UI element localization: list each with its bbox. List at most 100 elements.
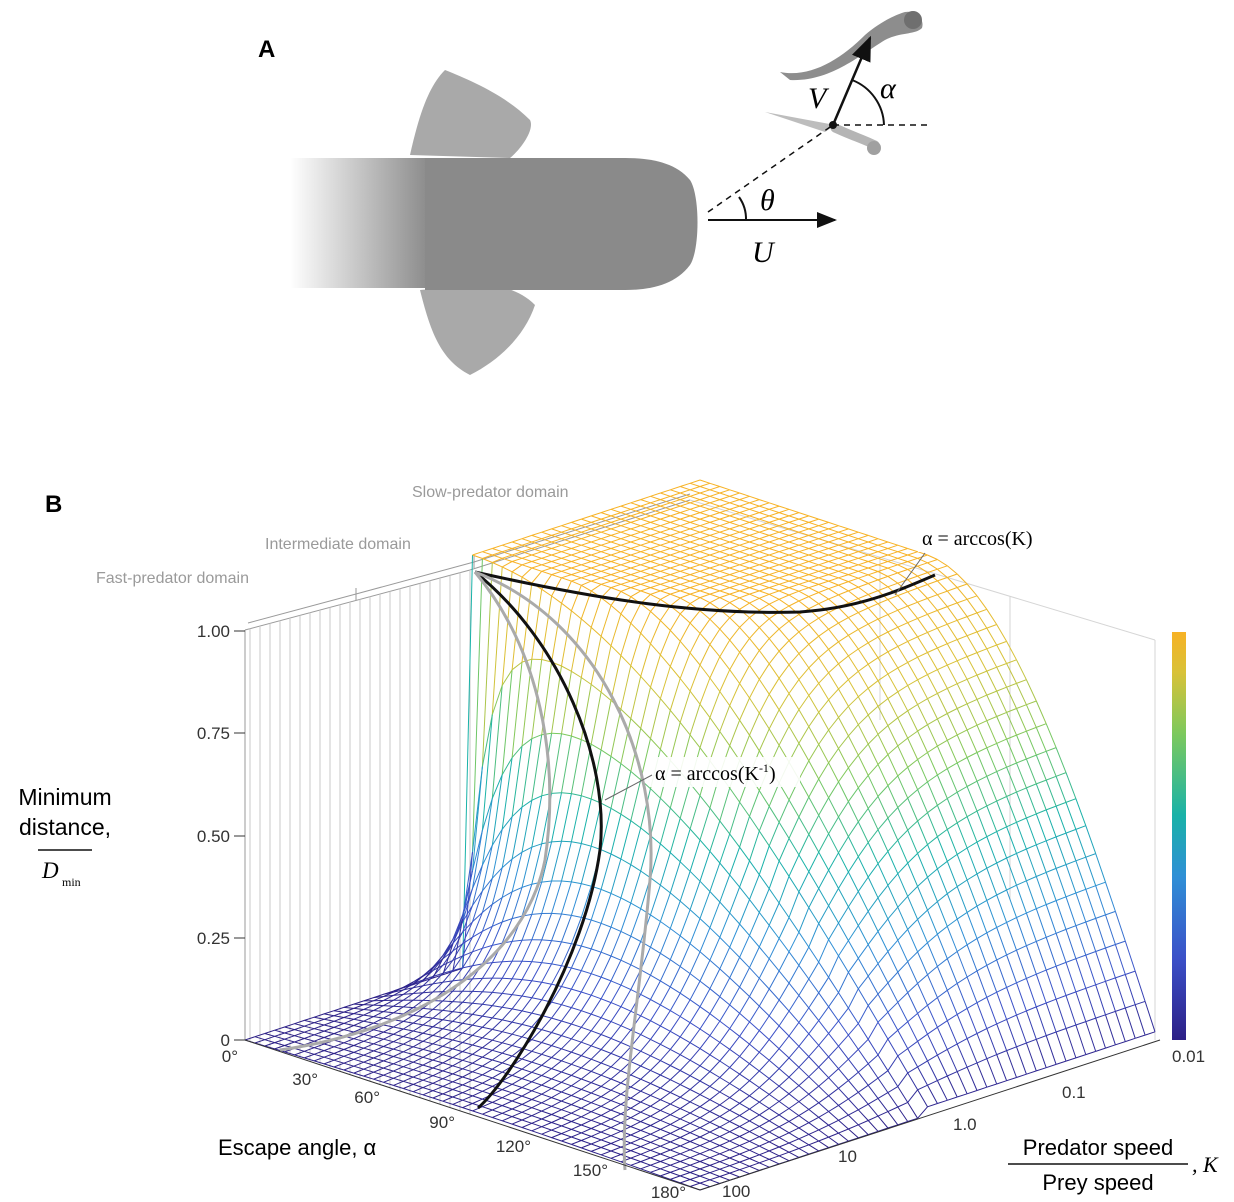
mesh-line-alpha	[393, 1006, 404, 1014]
mesh-line-k	[867, 583, 879, 592]
mesh-line-k	[531, 548, 542, 553]
mesh-line-alpha	[679, 973, 691, 994]
mesh-line-alpha	[788, 653, 800, 666]
mesh-line-alpha	[1006, 917, 1017, 923]
mesh-line-k	[571, 1128, 582, 1134]
mesh-line-k	[254, 1036, 265, 1041]
mesh-line-k	[571, 541, 582, 546]
mesh-line-k	[600, 583, 612, 589]
mesh-line-k	[512, 994, 523, 997]
mesh-line-k	[669, 666, 681, 679]
mesh-line-k	[1095, 984, 1106, 1015]
mesh-line-alpha	[966, 1002, 978, 1009]
mesh-line-alpha	[551, 577, 562, 597]
mesh-line-alpha	[947, 982, 958, 991]
mesh-line-alpha	[432, 1028, 444, 1036]
mesh-line-alpha	[897, 1101, 908, 1108]
mesh-line-k	[719, 1136, 730, 1142]
mesh-line-alpha	[739, 580, 750, 585]
mesh-line-k	[452, 1073, 463, 1078]
mesh-line-alpha	[947, 587, 958, 592]
mesh-line-k	[502, 960, 513, 963]
mesh-line-k	[689, 593, 701, 599]
mesh-line-k	[798, 854, 810, 872]
mesh-line-alpha	[284, 1023, 295, 1028]
mesh-line-k	[838, 622, 849, 636]
mesh-line-alpha	[422, 1051, 434, 1058]
mesh-line-k	[877, 571, 889, 577]
mesh-line-k	[630, 554, 641, 559]
mesh-line-k	[1055, 747, 1067, 773]
mesh-line-k	[956, 587, 968, 600]
mesh-line-k	[847, 679, 859, 697]
mesh-line-alpha	[858, 567, 869, 572]
mesh-line-alpha	[452, 967, 463, 982]
mesh-line-alpha	[739, 1120, 750, 1127]
mesh-line-alpha	[917, 812, 928, 822]
mesh-line-alpha	[412, 999, 424, 1009]
mesh-line-alpha	[353, 1047, 364, 1053]
mesh-line-alpha	[659, 928, 671, 954]
mesh-line-k	[502, 1097, 513, 1102]
mesh-line-alpha	[1075, 921, 1086, 927]
mesh-line-k	[897, 873, 909, 897]
mesh-line-alpha	[393, 1020, 404, 1028]
mesh-line-alpha	[491, 1042, 503, 1051]
mesh-line-alpha	[679, 1075, 691, 1085]
mesh-line-k	[333, 1010, 344, 1013]
mesh-line-alpha	[462, 1024, 473, 1034]
mesh-line-k	[689, 541, 701, 546]
mesh-line-alpha	[580, 994, 592, 1011]
mesh-line-alpha	[620, 964, 632, 986]
mesh-line-alpha	[610, 551, 622, 556]
mesh-line-k	[719, 820, 731, 835]
mesh-line-k	[818, 583, 829, 590]
mesh-line-alpha	[570, 970, 582, 990]
mesh-line-k	[294, 1023, 305, 1027]
mesh-line-alpha	[600, 534, 612, 540]
mesh-line-alpha	[947, 1096, 958, 1101]
mesh-line-k	[551, 840, 562, 843]
mesh-line-alpha	[699, 1149, 711, 1155]
mesh-line-alpha	[808, 635, 820, 645]
mesh-line-k	[729, 580, 740, 585]
mesh-line-alpha	[778, 725, 790, 746]
mesh-line-k	[838, 1105, 849, 1116]
mesh-line-k	[828, 1006, 839, 1022]
mesh-line-k	[393, 1056, 404, 1060]
mesh-line-alpha	[749, 505, 760, 510]
mesh-line-k	[946, 688, 958, 709]
mesh-line-k	[808, 580, 819, 585]
mesh-line-alpha	[749, 978, 760, 997]
mesh-line-alpha	[759, 515, 770, 520]
mesh-line-alpha	[323, 1010, 335, 1015]
mesh-line-alpha	[937, 828, 948, 838]
mesh-line-alpha	[749, 557, 760, 562]
mesh-line-alpha	[976, 648, 987, 654]
mesh-line-k	[709, 1054, 721, 1062]
mesh-line-k	[927, 781, 938, 806]
mesh-line-alpha	[1115, 1007, 1126, 1012]
mesh-line-alpha	[531, 1064, 542, 1073]
mesh-line-alpha	[1006, 659, 1017, 664]
mesh-line-k	[857, 988, 869, 1006]
mesh-line-alpha	[511, 979, 523, 995]
mesh-line-k	[838, 570, 849, 576]
mesh-line-k	[699, 880, 711, 892]
panel-b: B Fast-predator domain Intermediate doma…	[18, 479, 1219, 1202]
mesh-line-k	[314, 1047, 325, 1052]
mesh-line-k	[828, 548, 839, 553]
mesh-line-k	[610, 541, 622, 546]
mesh-line-k	[422, 1007, 433, 1010]
mesh-line-alpha	[808, 603, 819, 610]
mesh-line-k	[699, 610, 711, 620]
mesh-line-alpha	[699, 528, 711, 533]
mesh-line-alpha	[868, 579, 879, 584]
mesh-line-k	[502, 544, 513, 549]
mesh-line-k	[709, 554, 720, 559]
mesh-line-alpha	[729, 1153, 740, 1159]
mesh-line-alpha	[630, 603, 642, 624]
mesh-line-alpha	[778, 917, 790, 939]
mesh-line-alpha	[660, 502, 671, 507]
mesh-line-alpha	[798, 695, 810, 710]
